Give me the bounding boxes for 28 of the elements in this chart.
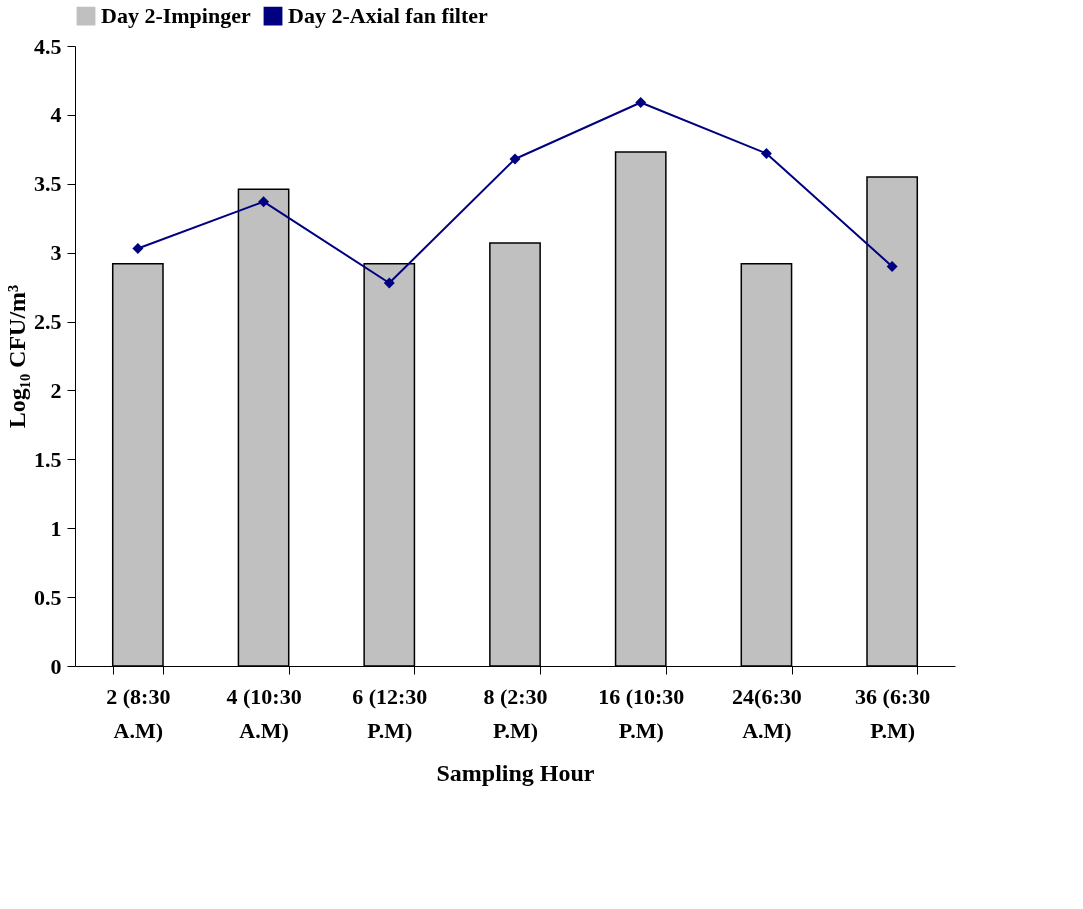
y-tick-label: 3 [50, 240, 62, 266]
point [635, 97, 647, 108]
x-tick-label: 4 (10:30 A.M) [226, 683, 302, 743]
y-tick-label: 1 [50, 515, 62, 541]
x-axis-title: Sampling Hour [436, 759, 595, 786]
point [383, 277, 395, 289]
x-tick-label: 6 (12:30 P.M) [352, 683, 428, 743]
y-tick-label: 3.5 [34, 171, 62, 197]
point [509, 153, 521, 165]
y-axis-title: Log₁₀ CFU/m³ [4, 284, 30, 429]
point [760, 147, 772, 159]
point [258, 196, 270, 208]
legend-label: Day 2-Impinger [101, 3, 251, 29]
y-tick-label: 4 [50, 102, 62, 128]
x-tick-label: 2 (8:30 A.M) [106, 683, 171, 743]
y-tick-label: 0.5 [34, 584, 62, 610]
x-tick-label: 8 (2:30 P.M) [483, 683, 548, 743]
x-tick-label: 36 (6:30 P.M) [855, 683, 931, 743]
point [132, 243, 144, 255]
x-tick-label: 24(6:30 A.M) [732, 683, 802, 743]
y-tick-label: 2 [50, 377, 62, 403]
y-tick-label: 4.5 [34, 33, 62, 59]
point [886, 260, 898, 272]
y-tick-label: 2.5 [34, 309, 62, 335]
y-tick-label: 0 [50, 653, 62, 679]
x-tick-label: 16 (10:30 P.M) [598, 683, 685, 743]
y-tick-label: 1.5 [34, 446, 62, 472]
legend-label: Day 2-Axial fan filter [288, 3, 489, 29]
